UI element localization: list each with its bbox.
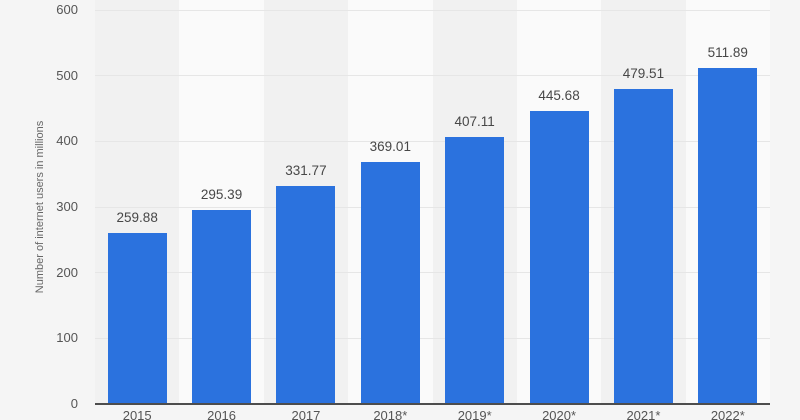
x-tick-label: 2020* [542,408,577,420]
gridline [95,272,770,274]
x-tick-label: 2015 [122,408,152,420]
bar-value-label: 479.51 [622,66,665,82]
bar[interactable] [698,67,758,404]
y-tick-label: 200 [56,264,78,280]
y-axis-title: Number of internet users in millions [34,120,46,294]
x-tick-label: 2019* [457,408,492,420]
x-tick-label: 2018* [373,408,408,420]
bar[interactable] [276,186,336,404]
bar-value-label: 445.68 [538,88,580,104]
y-tick-label: 0 [70,396,78,411]
gridline [95,337,770,339]
bar[interactable] [192,210,252,404]
x-tick-label: 2016 [207,408,237,420]
y-tick-label: 600 [56,2,78,17]
x-tick-label: 2017 [291,408,321,420]
bar-value-label: 407.11 [454,113,495,129]
bar-value-label: 295.39 [200,187,243,203]
gridline [95,75,770,77]
y-tick-label: 400 [56,133,78,149]
x-axis-line [95,403,770,405]
gridline [95,9,770,11]
y-tick-label: 100 [56,330,78,346]
bar[interactable] [107,233,167,404]
y-tick-label: 300 [56,199,78,214]
bar-value-label: 331.77 [285,163,327,179]
bar[interactable] [529,111,589,404]
y-tick-label: 500 [56,67,78,83]
gridline [95,140,770,142]
x-tick-label: 2021* [626,408,661,420]
bar[interactable] [445,136,505,404]
bar-value-label: 511.89 [707,44,748,60]
bar-value-label: 259.88 [116,210,158,226]
gridline [95,206,770,208]
bar[interactable] [613,89,673,404]
bar-value-label: 369.01 [369,138,411,154]
bar[interactable] [360,161,420,404]
x-tick-label: 2022* [710,408,745,420]
